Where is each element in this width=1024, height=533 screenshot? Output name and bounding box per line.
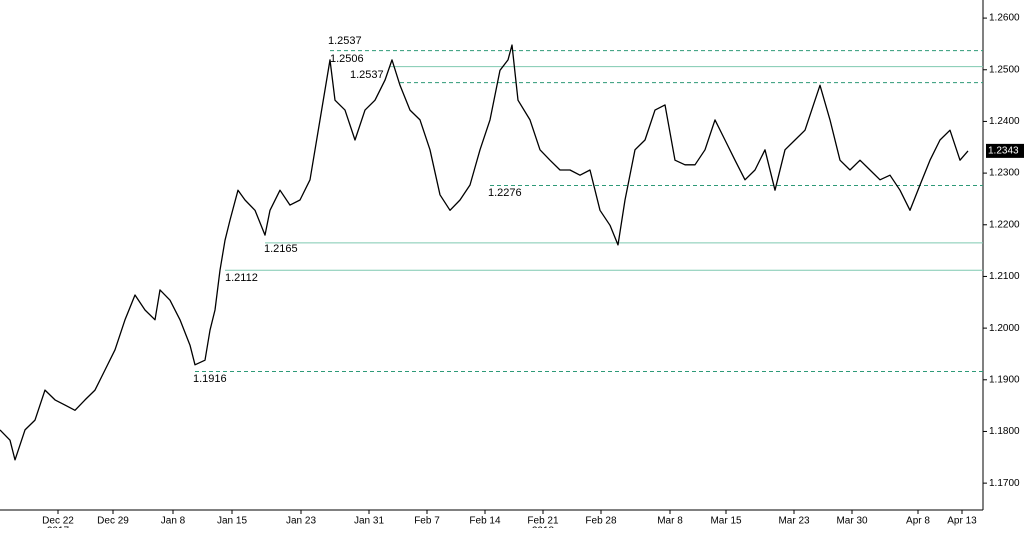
x-tick-label: Feb 7 [414, 516, 440, 527]
y-tick-label: 1.2600 [989, 13, 1020, 24]
y-tick-label: 1.2400 [989, 116, 1020, 127]
level-annotation: 1.2165 [264, 243, 298, 255]
y-tick-label: 1.2100 [989, 271, 1020, 282]
x-tick-label: Feb 28 [585, 516, 617, 527]
x-tick-label: Mar 15 [710, 516, 742, 527]
x-tick-label: Mar 30 [836, 516, 868, 527]
x-tick-label: Feb 21 [527, 516, 559, 527]
x-tick-label: Mar 8 [657, 516, 683, 527]
y-tick-label: 1.2200 [989, 219, 1020, 230]
x-tick-label: Apr 13 [947, 516, 977, 527]
x-tick-label: Jan 15 [217, 516, 247, 527]
x-tick-label: Apr 8 [906, 516, 930, 527]
level-annotation: 1.2506 [330, 53, 364, 65]
y-tick-label: 1.2500 [989, 64, 1020, 75]
level-annotation: 1.1916 [193, 373, 227, 385]
y-tick-label: 1.2000 [989, 323, 1020, 334]
y-tick-label: 1.1800 [989, 426, 1020, 437]
y-tick-label: 1.2300 [989, 168, 1020, 179]
x-tick-label: Mar 23 [778, 516, 810, 527]
last-value-box [986, 143, 1024, 158]
y-tick-label: 1.1900 [989, 374, 1020, 385]
level-annotation: 1.2112 [225, 272, 258, 284]
x-tick-label: Jan 31 [354, 516, 384, 527]
y-tick-label: 1.1700 [989, 478, 1020, 489]
x-tick-label: Dec 22 [42, 516, 74, 527]
level-annotation: 1.2537 [328, 35, 362, 47]
x-tick-label: Dec 29 [97, 516, 129, 527]
x-tick-label: Jan 8 [161, 516, 186, 527]
last-value-label: 1.2343 [988, 146, 1019, 157]
price-line [0, 44, 969, 461]
level-annotation: 1.2276 [488, 187, 522, 199]
x-tick-label: Feb 14 [469, 516, 501, 527]
level-annotation: 1.2537 [350, 69, 384, 81]
x-tick-label: Jan 23 [286, 516, 316, 527]
